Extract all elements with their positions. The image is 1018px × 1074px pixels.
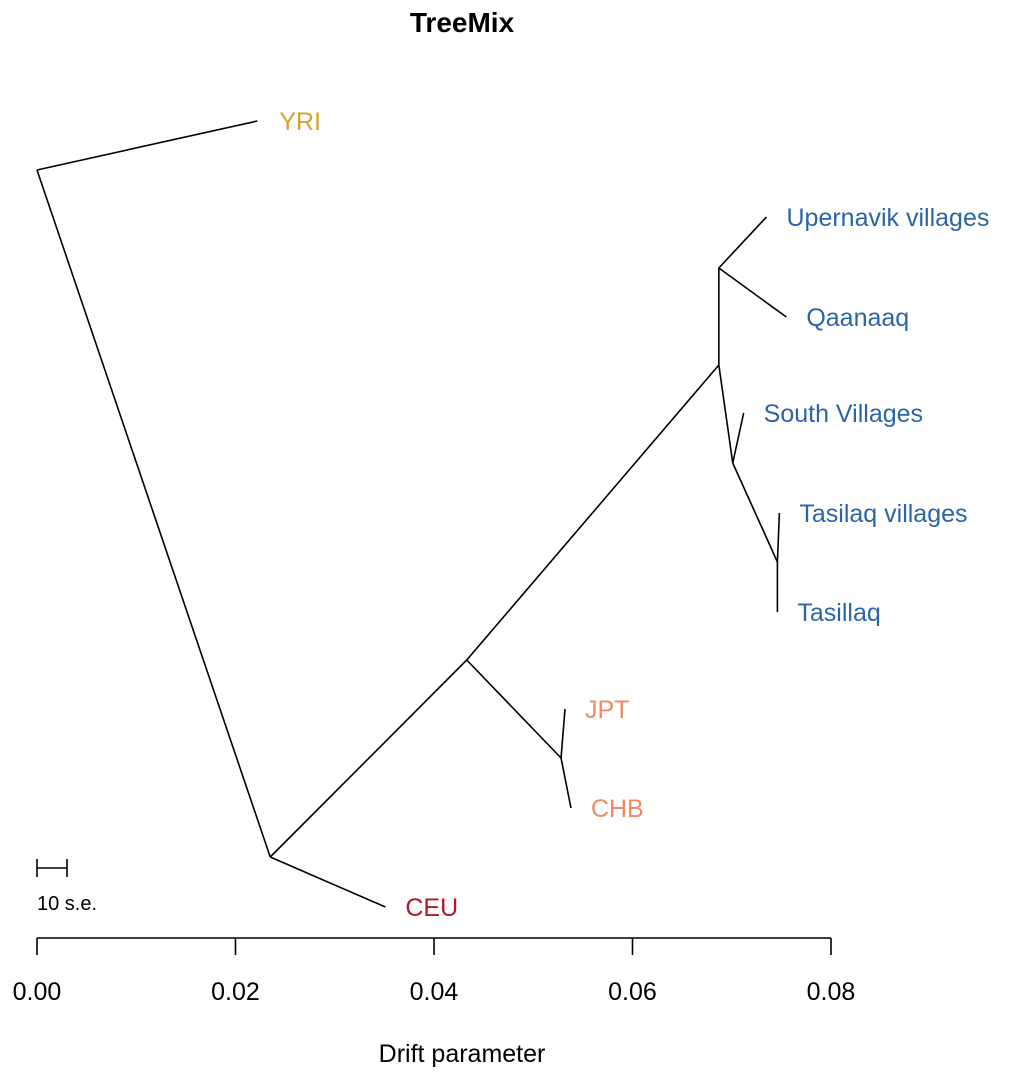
branch-n3-JPT <box>560 708 566 759</box>
x-tick-label-4: 0.08 <box>807 978 856 1006</box>
branch-n2-n4 <box>466 364 720 661</box>
branch-root-n1 <box>36 169 271 858</box>
tree-leaf-labels: YRI CEU JPT CHB Upernavik villages Qaanaaq Sou… <box>279 108 989 922</box>
scale-bar: 10 s.e. <box>36 859 97 915</box>
leaf-label-upv: Upernavik villages <box>786 204 989 232</box>
branch-n6-SOV <box>731 412 745 464</box>
scale-bar-label: 10 s.e. <box>37 893 97 915</box>
leaf-label-qaa: Qaanaaq <box>806 304 909 332</box>
x-tick-label-1: 0.02 <box>211 978 260 1006</box>
leaf-label-yri: YRI <box>279 108 321 136</box>
branch-n1-CEU <box>269 856 386 908</box>
leaf-label-tsq: Tasillaq <box>797 599 880 627</box>
branch-n1-n2 <box>269 659 468 858</box>
branch-n3-CHB <box>560 757 572 809</box>
leaf-label-jpt: JPT <box>585 696 629 724</box>
branch-n5-QAA <box>718 267 787 318</box>
x-axis: 0.00 0.02 0.04 0.06 0.08 <box>13 937 856 1006</box>
leaf-label-sov: South Villages <box>764 400 923 428</box>
branch-n2-n3 <box>466 659 562 759</box>
branch-n4-n6 <box>718 364 734 464</box>
branch-n5-UPV <box>718 216 768 269</box>
branch-root-YRI <box>36 120 258 171</box>
branch-n6-n7 <box>732 462 779 563</box>
tree-branches <box>36 120 787 908</box>
x-tick-label-2: 0.04 <box>410 978 459 1006</box>
x-axis-label: Drift parameter <box>379 1040 546 1068</box>
leaf-label-tsv: Tasilaq villages <box>799 500 967 528</box>
x-tick-label-0: 0.00 <box>13 978 62 1006</box>
chart-title: TreeMix <box>410 7 515 38</box>
leaf-label-ceu: CEU <box>405 894 458 922</box>
x-tick-label-3: 0.06 <box>608 978 657 1006</box>
leaf-label-chb: CHB <box>591 795 644 823</box>
branch-n7-TSV <box>776 512 781 563</box>
